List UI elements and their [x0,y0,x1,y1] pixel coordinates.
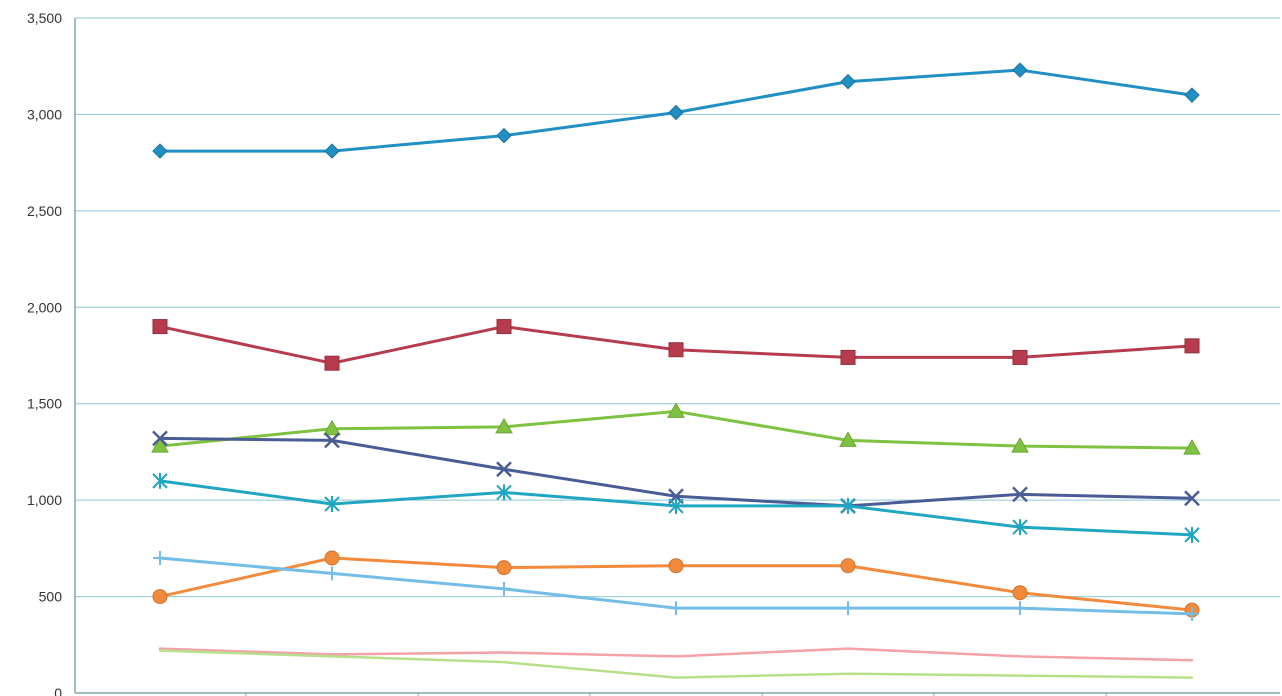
data-point-triangle [1011,437,1029,453]
data-point-square [496,319,512,335]
data-point-plus [1013,601,1027,616]
data-point-circle [496,560,512,576]
data-point-diamond [668,104,684,121]
data-point-triangle [323,419,341,436]
data-point-plus [153,551,167,565]
series-1 [152,62,1200,159]
data-point-circle [152,589,168,605]
data-point-triangle [839,431,857,447]
y-tick-label: 0 [54,685,62,696]
data-point-triangle [495,417,513,434]
data-point-plus [669,601,683,616]
y-tick-label: 1,000 [27,492,62,508]
data-point-star [840,497,856,514]
data-point-star [324,496,340,512]
data-point-square [324,355,340,371]
data-point-triangle [151,437,169,453]
data-point-square [1012,349,1028,365]
data-point-star [152,472,168,489]
data-point-star [496,484,512,501]
series-3 [151,402,1201,455]
data-point-star [1012,519,1028,536]
series-line [158,647,1194,662]
gridlines [75,17,1280,598]
data-point-x [1012,486,1028,503]
data-point-square [1184,338,1200,354]
y-tick-label: 3,500 [27,10,62,26]
data-point-triangle [667,402,685,418]
data-point-circle [324,550,340,566]
series-line [158,649,1194,679]
data-point-square [152,319,168,335]
data-point-square [840,349,856,365]
series-8 [158,647,1194,662]
y-tick-label: 2,000 [27,299,62,315]
data-point-circle [668,558,684,574]
data-point-plus [841,601,855,616]
series-9 [158,649,1194,679]
data-point-star [668,497,684,514]
data-point-x [1184,490,1200,507]
y-tick-label: 1,500 [27,396,62,412]
data-point-diamond [1184,87,1200,103]
data-point-circle [840,558,856,574]
data-point-x [152,430,168,447]
data-point-plus [497,581,511,596]
y-tick-labels: 0 500 1,000 1,500 2,000 2,500 3,000 3,500 [27,10,62,696]
y-tick-label: 3,000 [27,106,62,122]
data-point-diamond [1012,62,1028,78]
data-point-square [668,342,684,358]
y-tick-label: 500 [39,589,63,605]
data-point-diamond [496,127,512,144]
data-point-diamond [152,143,168,159]
y-tick-label: 2,500 [27,203,62,219]
series-5 [152,472,1200,543]
data-point-plus [1185,606,1199,621]
data-point-triangle [1183,439,1201,455]
data-point-star [1184,526,1200,543]
data-point-x [496,461,512,478]
data-point-diamond [840,73,856,90]
series-group [151,62,1201,679]
data-point-x [324,432,340,449]
data-point-plus [325,566,339,581]
series-7 [153,551,1199,621]
series-2 [152,319,1200,371]
data-point-diamond [324,143,340,159]
axes [74,18,1280,696]
data-point-circle [1012,585,1028,601]
